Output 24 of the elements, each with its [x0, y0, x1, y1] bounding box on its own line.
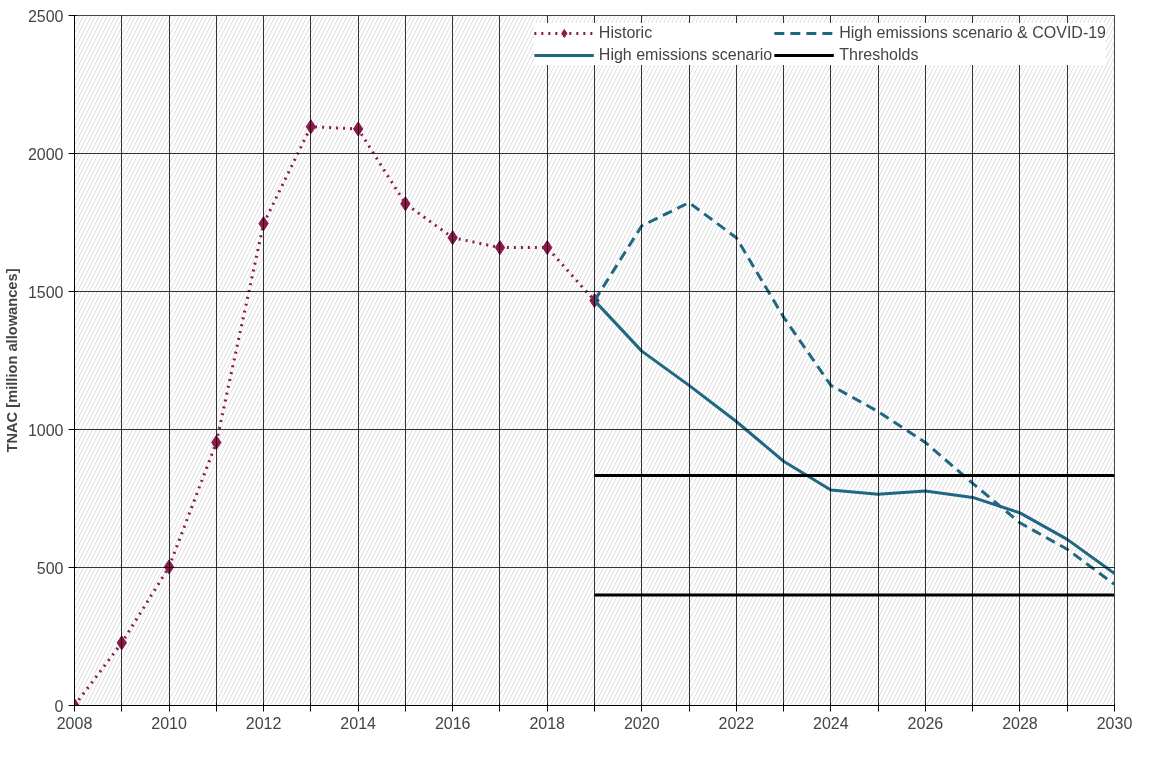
- x-tick-label: 2010: [151, 714, 187, 732]
- x-tick-label: 2026: [907, 714, 944, 732]
- y-tick-label: 0: [54, 697, 64, 715]
- y-tick-label: 2500: [27, 7, 64, 25]
- x-tick-label: 2012: [245, 714, 282, 732]
- x-tick-label: 2020: [623, 714, 660, 732]
- y-tick-label: 1500: [27, 283, 64, 301]
- x-tick-label: 2024: [813, 714, 849, 732]
- x-tick-label: 2016: [434, 714, 471, 732]
- x-tick-label: 2028: [1002, 714, 1038, 732]
- point: [352, 121, 364, 137]
- y-tick-label: 1000: [27, 421, 64, 439]
- x-tick-label: 2018: [529, 714, 566, 732]
- legend-label: High emissions scenario: [598, 46, 773, 64]
- x-tick-label: 2014: [340, 714, 377, 732]
- y-axis-title: TNAC [million allowances]: [3, 268, 20, 453]
- y-tick-label: 500: [36, 559, 64, 577]
- x-tick-label: 2022: [718, 714, 755, 732]
- legend-label: Thresholds: [839, 46, 919, 64]
- y-tick-label: 2000: [27, 145, 64, 163]
- legend-label: High emissions scenario & COVID-19: [839, 24, 1106, 42]
- legend-label: Historic: [598, 24, 653, 42]
- x-tick-label: 2008: [56, 714, 93, 732]
- x-tick-label: 2030: [1096, 714, 1133, 732]
